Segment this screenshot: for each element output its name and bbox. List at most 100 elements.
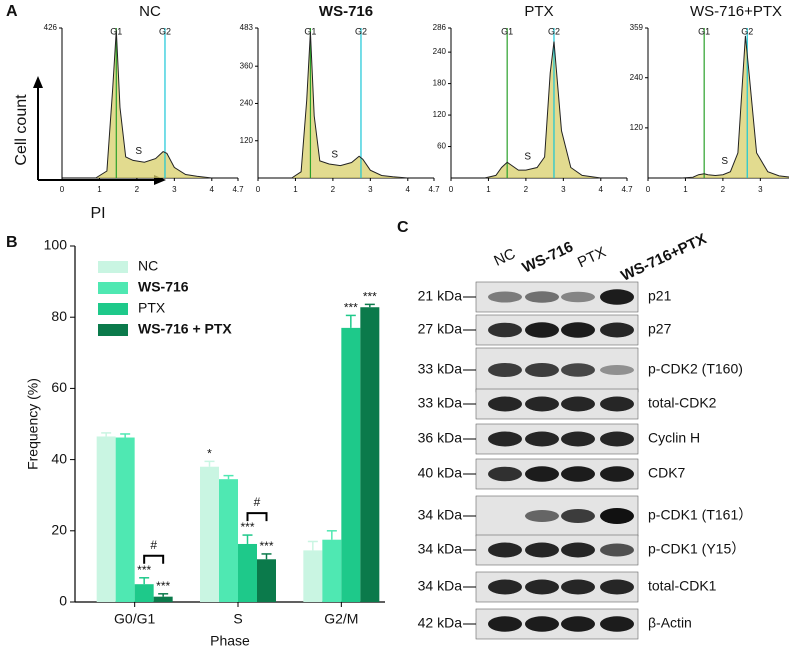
- band: [561, 291, 595, 303]
- band: [488, 579, 522, 595]
- band: [488, 542, 522, 558]
- bracket: [246, 512, 268, 522]
- y-axis-title: Cell count: [13, 94, 30, 166]
- gate-label: G2: [159, 26, 171, 36]
- error-bar: [364, 303, 375, 308]
- panel-letter: A: [6, 3, 18, 20]
- x-tick-label: 2: [135, 185, 140, 194]
- significance: ***: [363, 290, 377, 304]
- bar: [153, 596, 173, 602]
- kda-label: 21 kDa: [418, 288, 463, 304]
- x-tick-label: 2: [524, 185, 529, 194]
- bar: [360, 307, 380, 602]
- x-axis-title: Phase: [210, 633, 250, 649]
- band: [488, 396, 522, 412]
- s-phase-fill: [681, 35, 789, 178]
- y-tick-label: 0: [59, 593, 67, 609]
- kda-label: 33 kDa: [418, 395, 463, 411]
- y-tick-label: 80: [51, 308, 67, 324]
- band: [525, 396, 559, 412]
- bar: [257, 559, 276, 602]
- y-tick-label: 100: [44, 237, 68, 253]
- legend-swatch: [98, 282, 128, 294]
- x-tick-label: 1: [486, 185, 491, 194]
- y-tick-label: 360: [240, 61, 254, 70]
- y-tick-label: 240: [433, 47, 447, 56]
- band: [525, 431, 559, 447]
- protein-label: Cyclin H: [648, 430, 700, 446]
- kda-label: 33 kDa: [418, 361, 463, 377]
- bar: [238, 543, 257, 602]
- band: [525, 542, 559, 558]
- annotation: S: [135, 146, 142, 157]
- significance: *: [207, 447, 212, 461]
- error-bar: [307, 540, 318, 551]
- band: [600, 579, 634, 595]
- band: [561, 579, 595, 595]
- y-tick-label: 120: [433, 110, 447, 119]
- x-tick-label: 4.7: [232, 185, 244, 194]
- band: [600, 322, 634, 338]
- protein-label: p-CDK2 (T160): [648, 361, 743, 377]
- error-bar: [345, 314, 356, 328]
- legend-label: PTX: [138, 300, 166, 316]
- x-tick-label: S: [233, 611, 242, 627]
- y-tick-label: 483: [240, 23, 254, 32]
- annotation: S: [721, 156, 728, 167]
- band: [600, 396, 634, 412]
- kda-label: 42 kDa: [418, 615, 463, 631]
- band: [600, 543, 634, 557]
- lane-label: NC: [491, 245, 518, 270]
- x-tick-label: 1: [293, 185, 298, 194]
- annotation: S: [331, 149, 338, 160]
- protein-label: p27: [648, 321, 672, 337]
- kda-label: 34 kDa: [418, 507, 463, 523]
- significance: ***: [259, 539, 273, 553]
- s-phase-fill: [484, 41, 601, 178]
- panel-letter: C: [397, 219, 409, 236]
- annotation: S: [524, 152, 531, 163]
- band: [488, 616, 522, 632]
- histogram-curve: [291, 31, 408, 179]
- error-bar: [101, 432, 112, 437]
- x-tick-label: 1: [97, 185, 102, 194]
- protein-label: p21: [648, 288, 672, 304]
- x-tick-label: 4: [599, 185, 604, 194]
- error-bar: [242, 534, 253, 544]
- gate-label: G1: [501, 26, 513, 36]
- x-axis-title: PI: [90, 205, 105, 222]
- band: [488, 322, 522, 338]
- chart-title: WS-716+PTX: [690, 3, 782, 20]
- band: [600, 365, 634, 375]
- y-tick-label: 240: [240, 99, 254, 108]
- bar: [303, 550, 323, 602]
- bar: [134, 584, 154, 602]
- x-tick-label: 3: [561, 185, 566, 194]
- bar: [200, 466, 219, 602]
- y-tick-label: 60: [437, 142, 446, 151]
- kda-label: 40 kDa: [418, 465, 463, 481]
- band: [561, 466, 595, 482]
- band: [525, 466, 559, 482]
- protein-label: p-CDK1 (T161）: [648, 507, 752, 523]
- legend-label: NC: [138, 258, 158, 274]
- y-tick-label: 286: [433, 23, 447, 32]
- x-tick-label: 3: [368, 185, 373, 194]
- bar: [219, 479, 238, 602]
- kda-label: 34 kDa: [418, 578, 463, 594]
- histogram-curve: [95, 30, 212, 179]
- x-tick-label: 0: [256, 185, 261, 194]
- band: [488, 513, 522, 519]
- y-tick-label: 359: [630, 23, 644, 32]
- x-tick-label: 3: [758, 185, 763, 194]
- y-tick-label: 120: [240, 136, 254, 145]
- bar: [341, 327, 361, 602]
- s-phase-fill: [291, 32, 408, 178]
- error-bar: [158, 593, 169, 597]
- chart-title: PTX: [524, 3, 553, 20]
- x-tick-label: 2: [721, 185, 726, 194]
- band: [488, 363, 522, 377]
- significance: ***: [156, 579, 170, 593]
- error-bar: [204, 460, 215, 467]
